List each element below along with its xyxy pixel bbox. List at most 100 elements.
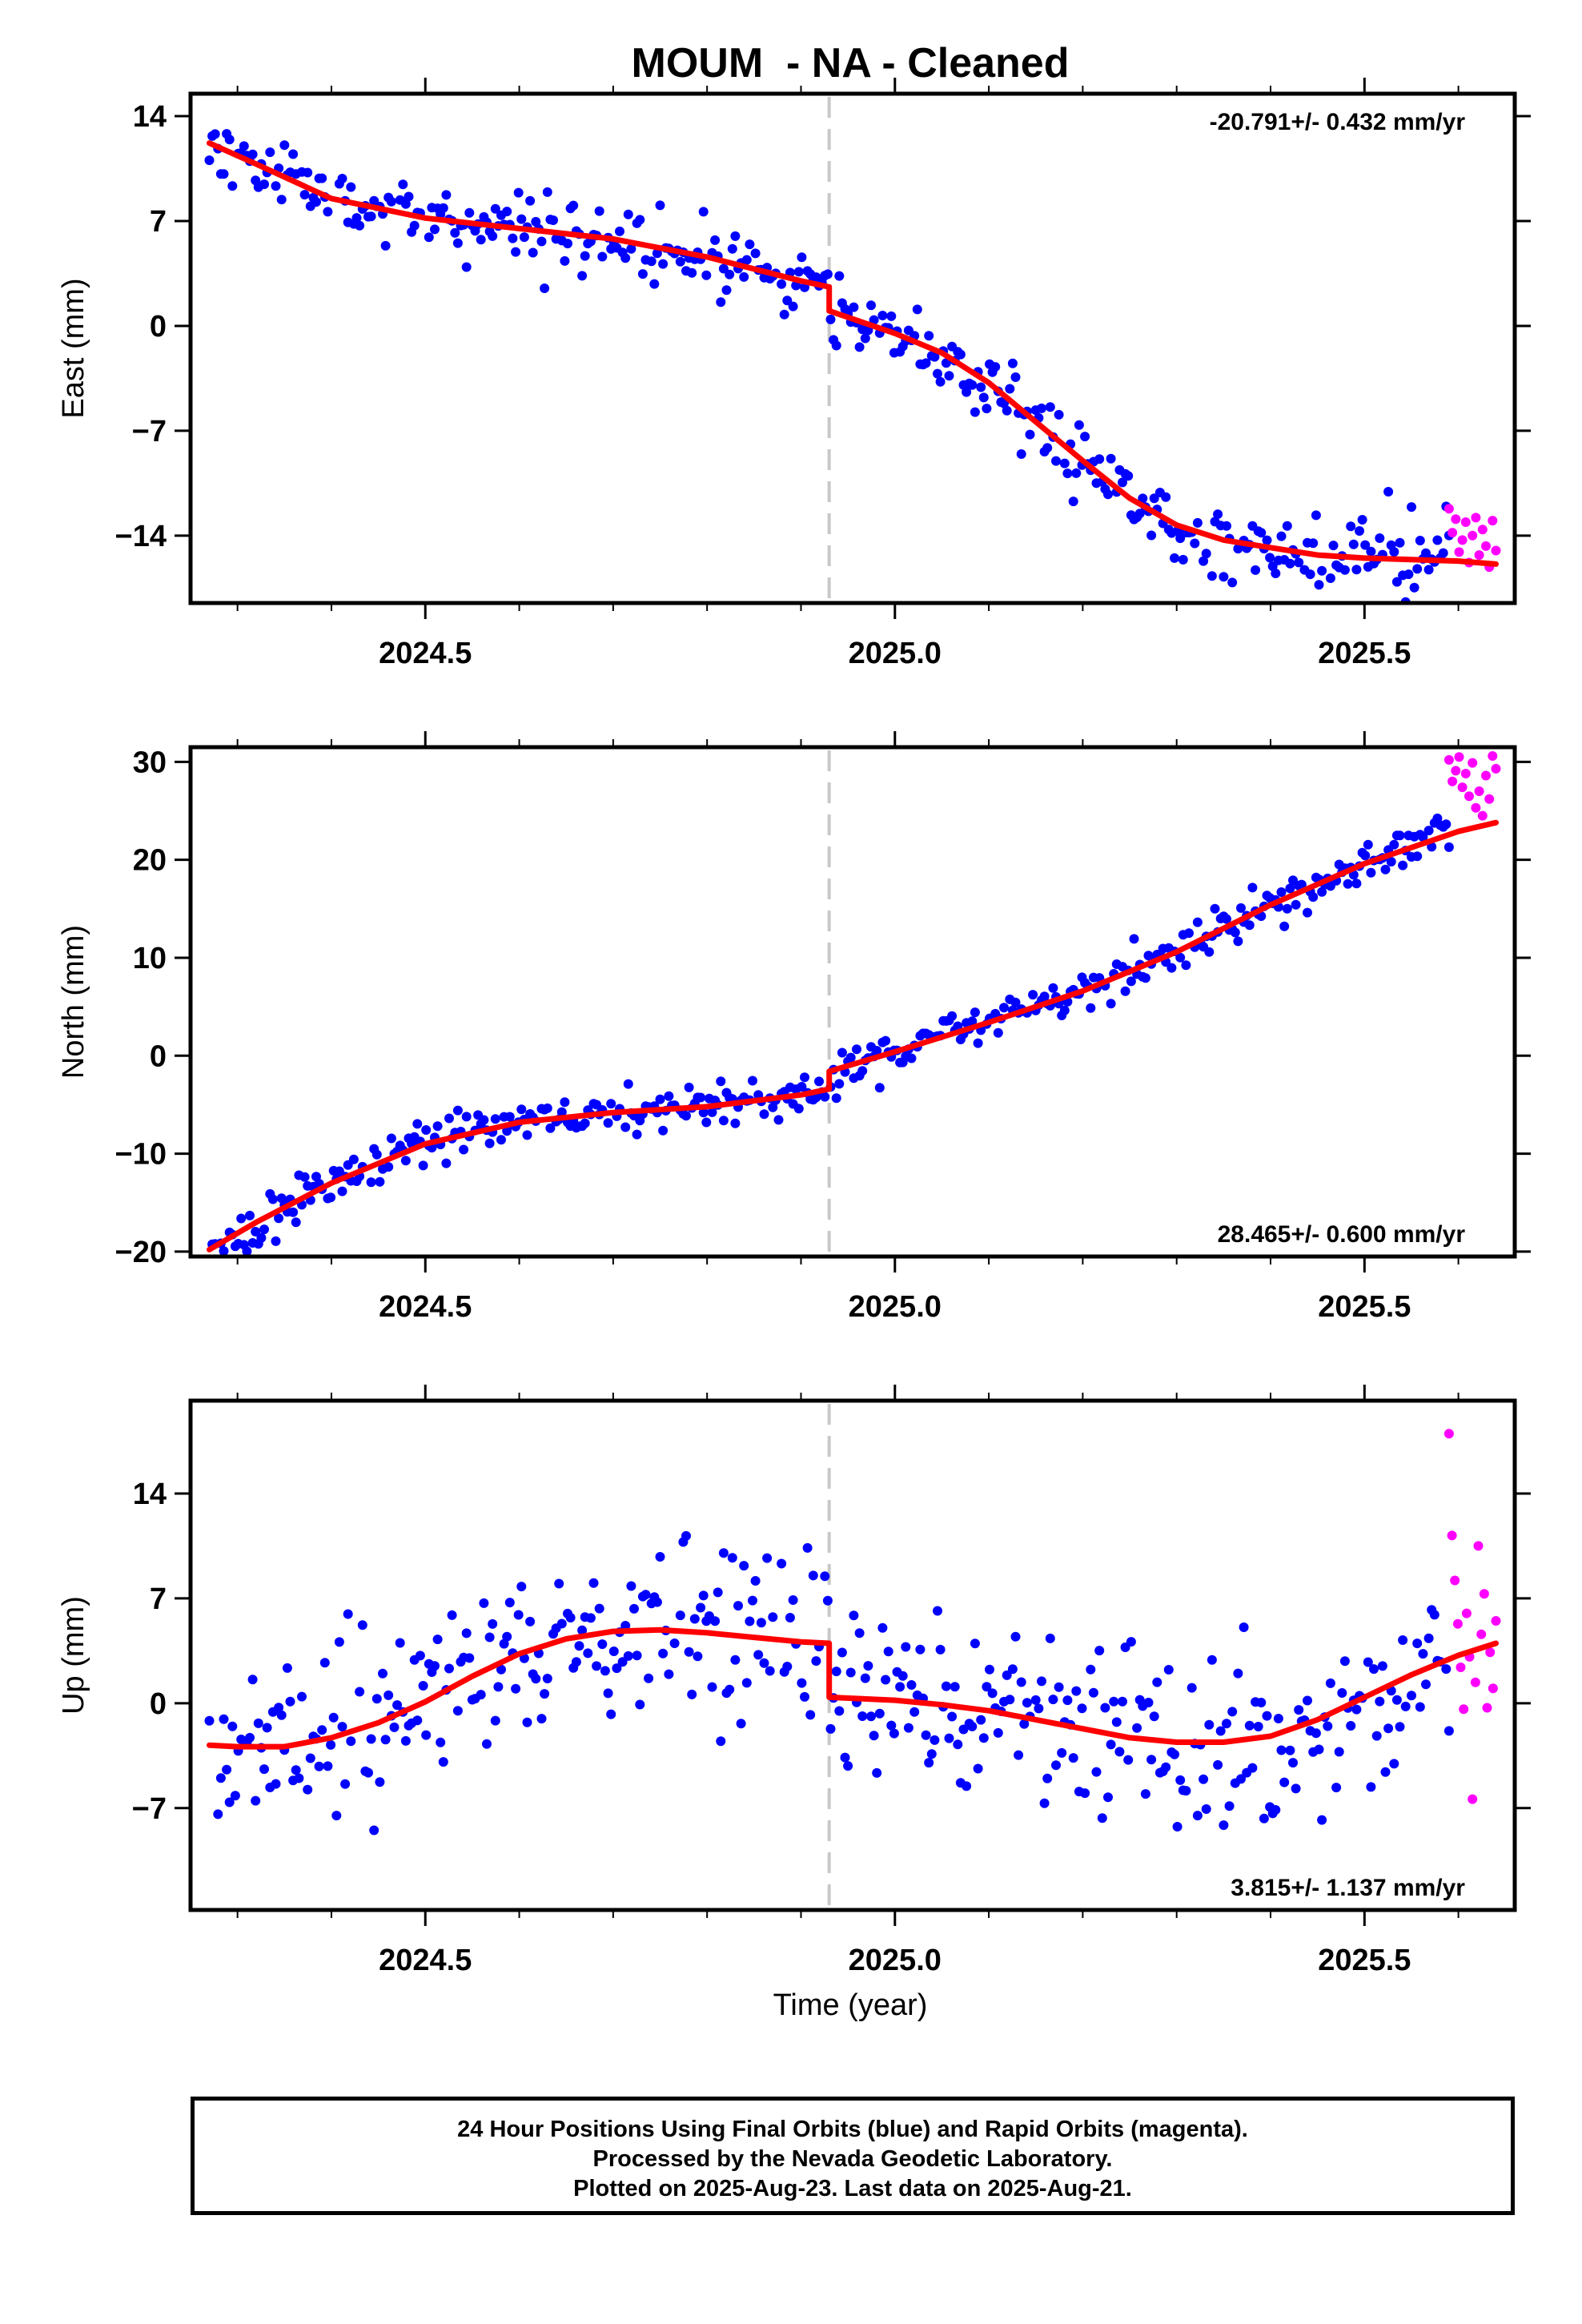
east-final-point <box>303 167 313 178</box>
up-final-point <box>681 1530 691 1541</box>
up-final-point <box>253 1718 263 1728</box>
east-final-point <box>854 342 865 352</box>
east-final-point <box>1201 549 1211 559</box>
east-plot-area <box>204 129 1501 603</box>
up-final-point <box>635 1699 645 1710</box>
up-final-point <box>282 1663 292 1673</box>
up-final-point <box>525 1616 536 1626</box>
east-final-point <box>716 297 726 308</box>
up-final-point <box>1215 1726 1226 1736</box>
east-final-point <box>1146 530 1157 541</box>
up-final-point <box>1244 1720 1255 1731</box>
east-final-point <box>597 251 608 262</box>
up-final-point <box>874 1708 885 1719</box>
up-rapid-point <box>1447 1530 1457 1541</box>
north-final-point <box>800 1072 809 1083</box>
north-final-point <box>1175 952 1186 963</box>
north-final-point <box>947 1011 958 1021</box>
east-final-point <box>1256 528 1267 538</box>
north-rapid-point <box>1491 763 1501 774</box>
up-final-point <box>863 1661 873 1671</box>
up-final-point <box>531 1674 541 1684</box>
up-rapid-point <box>1488 1683 1498 1694</box>
up-final-point <box>1363 1657 1373 1667</box>
up-y-axis-label: Up (mm) <box>57 1596 90 1715</box>
east-final-point <box>476 235 486 245</box>
up-final-point <box>1054 1682 1064 1692</box>
north-final-point <box>718 1116 729 1126</box>
up-final-point <box>418 1681 428 1691</box>
up-final-point <box>464 1653 475 1663</box>
east-final-point <box>355 220 365 231</box>
east-final-point <box>1199 556 1209 566</box>
north-final-point <box>696 1092 706 1103</box>
east-final-point <box>1016 449 1026 459</box>
east-final-point <box>1383 487 1394 497</box>
east-final-point <box>1271 569 1281 578</box>
up-final-point <box>1062 1695 1073 1706</box>
up-final-point <box>800 1691 809 1702</box>
east-final-point <box>299 190 310 200</box>
north-final-point <box>542 1103 552 1113</box>
up-final-point <box>741 1678 752 1688</box>
up-final-point <box>461 1628 472 1638</box>
east-final-point <box>1192 517 1203 528</box>
north-final-point <box>299 1172 310 1182</box>
north-final-point <box>1126 976 1136 987</box>
up-final-point <box>1395 1722 1405 1732</box>
up-final-point <box>718 1548 729 1558</box>
up-final-point <box>903 1723 913 1733</box>
east-final-point <box>1294 557 1304 568</box>
east-final-point <box>508 233 518 243</box>
east-final-point <box>430 224 440 235</box>
east-final-point <box>797 252 807 263</box>
up-final-point <box>490 1715 500 1726</box>
east-final-point <box>1314 580 1324 590</box>
east-final-point <box>398 179 408 190</box>
up-final-point <box>245 1732 255 1743</box>
up-final-point <box>303 1784 313 1795</box>
up-final-point <box>612 1663 622 1674</box>
up-final-point <box>1294 1705 1304 1715</box>
east-final-point <box>941 358 951 368</box>
east-final-point <box>1219 572 1229 582</box>
up-final-point <box>1097 1813 1107 1823</box>
up-final-point <box>1377 1661 1387 1671</box>
up-final-point <box>337 1722 347 1732</box>
east-final-point <box>1005 384 1015 394</box>
east-final-point <box>718 263 729 274</box>
up-final-point <box>1222 1719 1231 1729</box>
east-final-point <box>1265 553 1275 563</box>
up-final-point <box>886 1720 897 1731</box>
north-final-point <box>1386 857 1396 866</box>
up-final-point <box>620 1621 631 1630</box>
north-final-point <box>852 1044 861 1055</box>
east-final-point <box>886 311 897 321</box>
east-final-point <box>386 196 396 207</box>
north-final-point <box>496 1135 506 1145</box>
east-final-point <box>568 200 579 211</box>
north-final-point <box>400 1156 411 1166</box>
up-final-point <box>412 1715 423 1726</box>
up-final-point <box>1219 1820 1229 1831</box>
east-final-point <box>635 215 645 225</box>
up-final-point <box>935 1644 946 1655</box>
east-final-point <box>1118 477 1127 488</box>
up-final-point <box>669 1638 680 1648</box>
up-final-point <box>432 1634 443 1645</box>
up-final-point <box>831 1667 841 1677</box>
up-final-point <box>1103 1792 1113 1803</box>
up-final-point <box>371 1694 382 1704</box>
up-final-point <box>375 1777 385 1787</box>
east-final-point <box>1054 409 1064 420</box>
east-final-point <box>741 255 752 265</box>
up-final-point <box>479 1598 489 1608</box>
up-final-point <box>1086 1664 1096 1675</box>
up-final-point <box>909 1707 920 1717</box>
north-final-point <box>251 1227 261 1236</box>
up-final-point <box>675 1610 685 1621</box>
up-final-point <box>698 1590 709 1601</box>
east-final-point <box>1355 526 1364 536</box>
east-final-point <box>1409 582 1419 593</box>
east-final-point <box>782 296 793 306</box>
